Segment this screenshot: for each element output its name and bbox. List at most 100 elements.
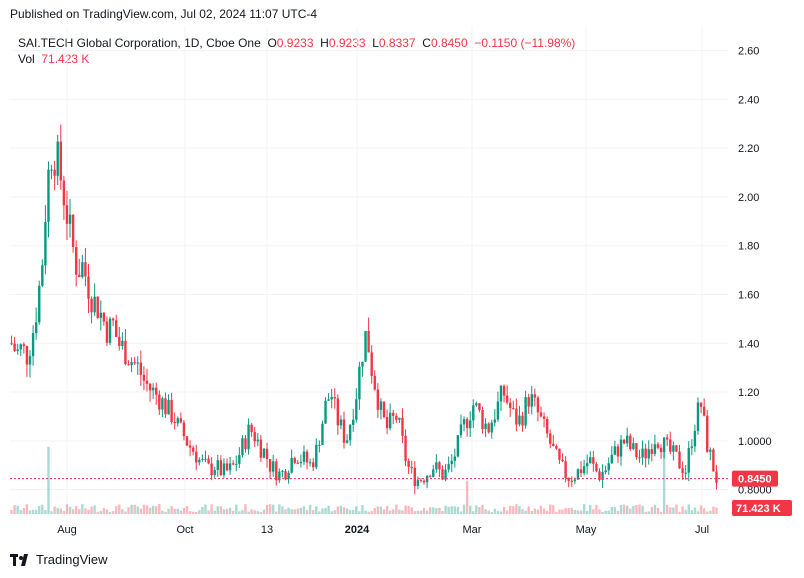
volume-bar	[459, 511, 463, 514]
candle-body	[127, 364, 130, 366]
volume-bar	[50, 511, 53, 514]
candle-body	[268, 459, 272, 472]
volume-bar	[256, 511, 259, 514]
volume-bar	[413, 511, 416, 514]
candle-body	[530, 394, 533, 407]
volume-bar	[71, 509, 75, 514]
volume-bar	[81, 504, 84, 514]
candle-body	[441, 469, 444, 480]
candle-body	[275, 461, 278, 481]
candle-body	[407, 460, 410, 467]
candle-body	[505, 395, 509, 403]
volume-bars	[10, 446, 718, 514]
volume-bar	[259, 511, 263, 514]
volume-bar	[231, 510, 235, 514]
candle-body	[44, 221, 47, 266]
volume-bar	[475, 505, 478, 514]
candle-body	[352, 419, 355, 425]
volume-bar	[185, 506, 189, 514]
candle-body	[108, 318, 112, 343]
volume-bar	[690, 510, 694, 514]
volume-bar	[34, 510, 38, 514]
volume-bar	[204, 504, 207, 514]
candle-body	[213, 469, 216, 476]
candle-body	[250, 424, 253, 433]
candle-body	[484, 423, 487, 430]
candle-body	[462, 419, 466, 425]
volume-bar	[515, 504, 518, 514]
candle-body	[410, 466, 413, 468]
candle-body	[225, 463, 229, 471]
price-chart[interactable]: 2.60 2.40 2.20 2.00 1.80 1.60 1.40 1.20 1.0000 0.…	[0, 26, 804, 546]
candle-body	[68, 214, 72, 224]
volume-bar	[401, 510, 404, 514]
candle-body	[247, 424, 250, 450]
volume-bar	[118, 504, 121, 514]
candle-body	[16, 349, 19, 351]
volume-bar	[345, 508, 349, 514]
candle-body	[136, 362, 139, 364]
volume-bar	[549, 504, 552, 514]
volume-bar	[678, 511, 681, 514]
volume-bar	[432, 507, 435, 514]
volume-bar	[31, 509, 35, 514]
volume-bar	[198, 510, 201, 514]
candle-body	[641, 448, 644, 458]
volume-bar	[447, 506, 450, 514]
candle-body	[382, 401, 386, 418]
candle-body	[38, 285, 41, 323]
volume-bar	[702, 508, 706, 514]
candle-body	[416, 480, 420, 487]
candle-body	[364, 331, 367, 362]
candle-body	[145, 380, 149, 384]
candle-body	[518, 415, 521, 425]
volume-bar	[333, 510, 336, 514]
candle-body	[339, 419, 343, 426]
volume-bar	[619, 504, 623, 514]
candle-body	[222, 463, 226, 476]
volume-bar	[450, 506, 453, 514]
candle-body	[515, 408, 518, 425]
volume-bar	[210, 504, 213, 514]
y-tick-label: 0.8000	[738, 485, 772, 497]
volume-badge: 71.423 K	[732, 500, 792, 516]
candle-body	[115, 320, 118, 337]
candle-body	[278, 471, 281, 481]
candle-body	[198, 459, 201, 463]
candle-body	[34, 322, 38, 334]
volume-bar	[561, 509, 564, 514]
y-tick-label: 2.00	[738, 192, 759, 204]
volume-value: 71.423 K	[41, 52, 90, 66]
volume-bar	[388, 510, 392, 514]
volume-bar	[509, 505, 512, 514]
volume-bar	[228, 507, 232, 514]
volume-bar	[305, 509, 309, 514]
volume-bar	[675, 504, 678, 514]
candle-body	[487, 423, 490, 433]
candle-body	[373, 375, 376, 390]
volume-bar	[653, 504, 657, 514]
candle-body	[435, 462, 438, 470]
published-note: Published on TradingView.com, Jul 02, 20…	[10, 7, 318, 21]
candle-body	[348, 424, 352, 441]
candle-body	[696, 402, 700, 431]
volume-bar	[545, 510, 549, 514]
candle-body	[379, 401, 383, 410]
symbol-legend: SAI.TECH Global Corporation, 1D, Cboe On…	[18, 36, 575, 50]
candle-body	[31, 333, 35, 357]
candle-body	[13, 343, 16, 351]
y-tick-label: 1.20	[738, 387, 759, 399]
candle-body	[561, 459, 564, 462]
volume-bar	[105, 509, 109, 514]
candle-body	[244, 438, 247, 450]
volume-bar	[278, 504, 281, 514]
candle-body	[672, 445, 675, 452]
candle-body	[604, 470, 607, 473]
volume-bar	[472, 511, 475, 514]
candle-body	[84, 262, 87, 277]
volume-bar	[170, 506, 173, 514]
volume-bar	[13, 504, 16, 514]
candle-body	[567, 477, 570, 481]
candle-body	[367, 331, 370, 353]
volume-bar	[108, 511, 112, 514]
